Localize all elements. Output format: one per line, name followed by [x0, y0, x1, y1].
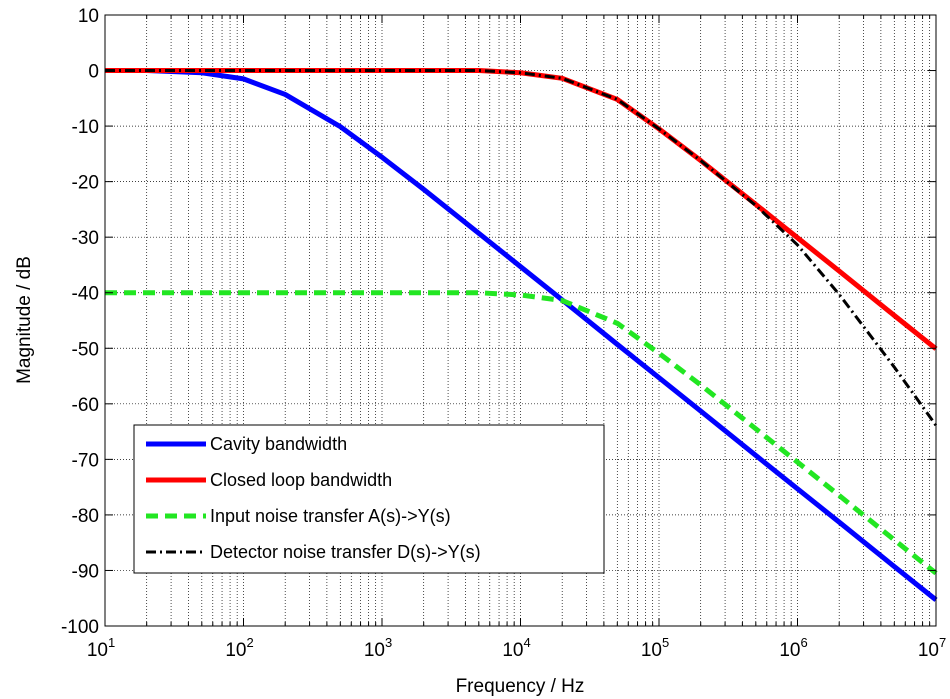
y-tick-label: -90 [72, 561, 99, 582]
series-line-4 [105, 69, 938, 427]
legend-label-4: Detector noise transfer D(s)->Y(s) [210, 542, 481, 562]
series-line-3 [105, 290, 938, 576]
legend: Cavity bandwidth Closed loop bandwidth Inp… [133, 424, 605, 574]
tick-marks [104, 14, 936, 627]
y-tick-label: -30 [72, 228, 99, 249]
y-tick-label: -80 [72, 506, 99, 527]
x-axis-label: Frequency / Hz [456, 676, 585, 697]
legend-label-1: Cavity bandwidth [210, 434, 347, 454]
y-tick-label: 10 [78, 6, 99, 27]
y-tick-label: -50 [72, 339, 99, 360]
x-tick-label: 102 [225, 635, 253, 661]
x-tick-label: 101 [87, 635, 115, 661]
legend-label-3: Input noise transfer A(s)->Y(s) [210, 506, 451, 526]
x-tick-label: 107 [918, 635, 946, 661]
y-tick-label: -70 [72, 450, 99, 471]
y-tick-label: -20 [72, 173, 99, 194]
y-tick-label: -40 [72, 284, 99, 305]
x-tick-label: 104 [502, 635, 530, 661]
x-tick-label: 103 [364, 635, 392, 661]
x-tick-labels: 101 102 103 104 105 106 107 [87, 635, 946, 661]
y-tick-labels: 10 0 -10 -20 -30 -40 -50 -60 -70 -80 -90 -100 [61, 6, 99, 638]
x-tick-label: 105 [641, 635, 669, 661]
y-tick-label: -60 [72, 395, 99, 416]
legend-label-2: Closed loop bandwidth [210, 470, 392, 490]
x-tick-label: 106 [779, 635, 807, 661]
series-layer [105, 68, 938, 602]
y-tick-label: -10 [72, 117, 99, 138]
y-tick-label: -100 [61, 617, 99, 638]
y-tick-label: 0 [88, 62, 99, 83]
series-line-1 [105, 68, 938, 602]
legend-box [133, 424, 605, 574]
y-axis-label: Magnitude / dB [14, 256, 35, 384]
